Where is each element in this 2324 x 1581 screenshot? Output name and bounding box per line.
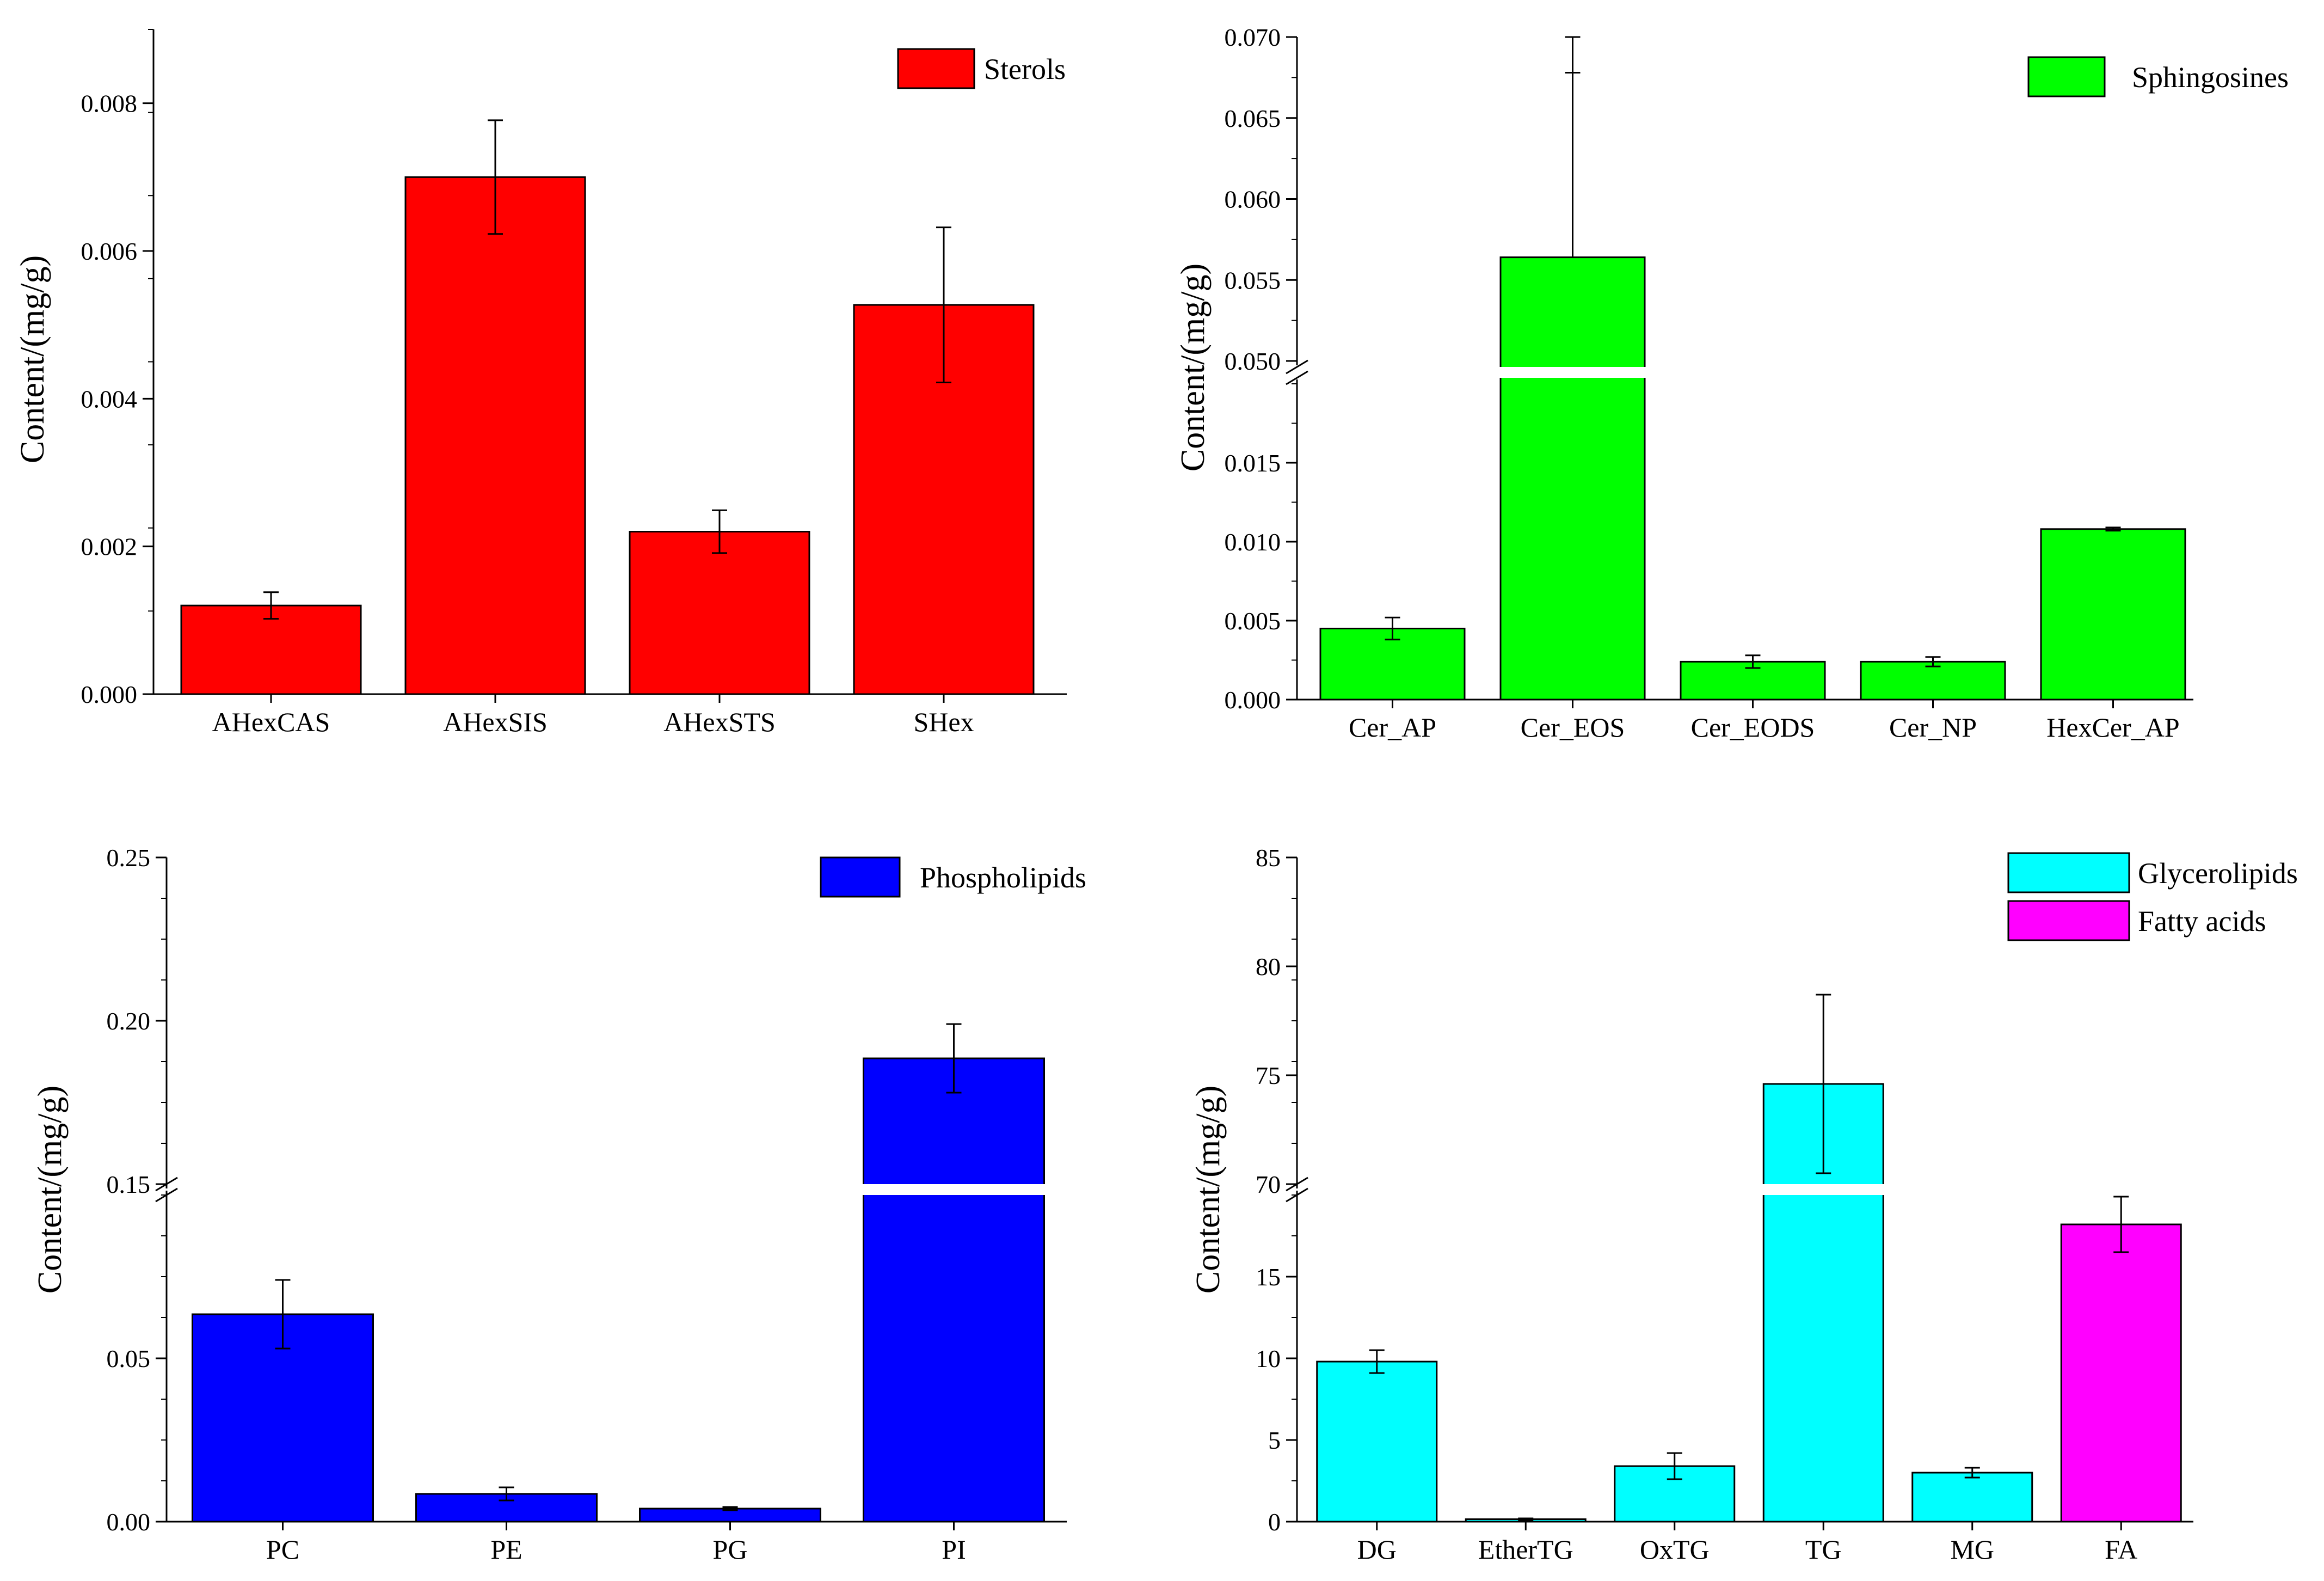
sterols-panel: AHexCAS AHexSIS AHexSTS SHex 0.000 0.002 0.004… [14,29,1067,737]
glycerolipids-legend-swatch-fatty-acids [2007,900,2130,941]
glycerolipids-ytick-label-4: 70 [1256,1171,1281,1198]
glycerolipids-ytick-label-0: 0 [1268,1508,1281,1536]
sphingosines-ytick-label-8: 0.070 [1225,23,1281,51]
glycerolipids-legend-swatch-glycerolipids [2007,852,2130,893]
phospholipids-ytick-label-1: 0.05 [107,1345,151,1372]
glycerolipids-ytick-label-3: 15 [1256,1263,1281,1291]
glycerolipids-legend-label-glycerolipids: Glycerolipids [2138,857,2298,890]
sphingosines-bar-gap-cer-eos [1498,367,1647,378]
sphingosines-ytick-label-5: 0.055 [1225,266,1281,294]
glycerolipids-ytick-label-5: 75 [1256,1062,1281,1089]
glycerolipids-category-label-dg: DG [1357,1534,1397,1565]
sphingosines-bar-cer-eos [1499,256,1646,701]
glycerolipids-y-axis-title: Content/(mg/g) [1190,1086,1227,1294]
sphingosines-category-label-cer-eods: Cer_EODS [1691,712,1815,743]
sphingosines-legend-label-sphingosines: Sphingosines [2132,61,2289,94]
glycerolipids-bar-dg [1316,1361,1438,1523]
sterols-category-label-shex: SHex [913,707,974,737]
phospholipids-category-label-pi: PI [942,1534,966,1565]
sphingosines-category-label-hexcer-ap: HexCer_AP [2046,712,2179,743]
sterols-legend-label-sterols: Sterols [984,53,1066,85]
sphingosines-category-label-cer-eos: Cer_EOS [1521,712,1625,743]
sterols-category-label-ahexsis: AHexSIS [443,707,548,737]
glycerolipids-bar-gap-tg [1761,1184,1886,1195]
phospholipids-legend-swatch-phospholipids [820,856,901,898]
sphingosines-ytick-label-2: 0.010 [1225,528,1281,556]
phospholipids-y-axis-title: Content/(mg/g) [32,1086,69,1294]
sphingosines-axis-break-mark-top [1286,359,1308,375]
phospholipids-panel: PC PE PG PI 0.00 0.05 0.15 0.20 0.25 Content/(mg/… [32,844,1086,1565]
sphingosines-ytick-label-6: 0.060 [1225,186,1281,213]
glycerolipids-category-label-oxtg: OxTG [1640,1534,1710,1565]
sphingosines-panel: Cer_AP Cer_EOS Cer_EODS Cer_NP HexCer_AP 0.00… [1175,23,2289,743]
phospholipids-ytick-label-2: 0.15 [107,1171,151,1198]
sphingosines-ytick-label-1: 0.005 [1225,607,1281,635]
phospholipids-category-label-pc: PC [266,1534,299,1565]
phospholipids-category-label-pg: PG [713,1534,748,1565]
phospholipids-bar-gap-pi [861,1184,1047,1195]
sphingosines-ytick-label-3: 0.015 [1225,449,1281,477]
glycerolipids-ytick-label-2: 10 [1256,1345,1281,1372]
glycerolipids-bar-fa [2060,1223,2182,1523]
sphingosines-legend-swatch-sphingosines [2027,56,2106,97]
glycerolipids-panel: DG EtherTG OxTG TG MG FA 0 5 10 15 70 75 80 85 Content… [1190,844,2298,1565]
glycerolipids-ytick-label-1: 5 [1268,1426,1281,1454]
glycerolipids-bar-mg [1911,1472,2033,1523]
sterols-legend-swatch-sterols [897,48,975,89]
glycerolipids-legend-label-fatty-acids: Fatty acids [2138,905,2266,937]
glycerolipids-category-label-tg: TG [1805,1534,1842,1565]
sterols-ytick-label-1: 0.002 [81,533,138,561]
sterols-bar-ahexsis [404,176,586,695]
sterols-bar-ahexcas [180,604,362,695]
sphingosines-ytick-label-7: 0.065 [1225,105,1281,132]
sphingosines-y-axis-title: Content/(mg/g) [1175,264,1212,471]
sterols-ytick-label-2: 0.004 [81,385,138,413]
sphingosines-bar-cer-np [1860,660,2006,701]
sterols-y-axis-title: Content/(mg/g) [14,255,51,463]
sterols-ytick-label-4: 0.008 [81,90,138,118]
glycerolipids-category-label-mg: MG [1950,1534,1994,1565]
sphingosines-category-label-cer-np: Cer_NP [1889,712,1977,743]
phospholipids-ytick-label-0: 0.00 [107,1508,151,1536]
sterols-category-label-ahexsts: AHexSTS [663,707,776,737]
glycerolipids-ytick-label-6: 80 [1256,953,1281,981]
sterols-ytick-label-0: 0.000 [81,681,138,708]
sphingosines-ytick-label-4: 0.050 [1225,347,1281,375]
glycerolipids-bar-oxtg [1614,1465,1736,1523]
sphingosines-ytick-label-0: 0.000 [1225,686,1281,714]
phospholipids-ytick-label-4: 0.25 [107,844,151,872]
phospholipids-ytick-label-3: 0.20 [107,1007,151,1035]
sterols-category-label-ahexcas: AHexCAS [212,707,330,737]
sphingosines-axis-break-mark-bottom [1286,370,1308,385]
phospholipids-legend-label-phospholipids: Phospholipids [920,861,1086,894]
sterols-ytick-label-3: 0.006 [81,237,138,265]
glycerolipids-ytick-label-7: 85 [1256,844,1281,872]
glycerolipids-category-label-fa: FA [2105,1534,2137,1565]
sphingosines-category-label-cer-ap: Cer_AP [1349,712,1436,743]
glycerolipids-category-label-ethertg: EtherTG [1478,1534,1573,1565]
phospholipids-category-label-pe: PE [490,1534,522,1565]
phospholipids-bar-pi [863,1057,1045,1523]
sterols-bar-ahexsts [629,531,810,695]
sphingosines-bar-hexcer-ap [2040,528,2186,701]
